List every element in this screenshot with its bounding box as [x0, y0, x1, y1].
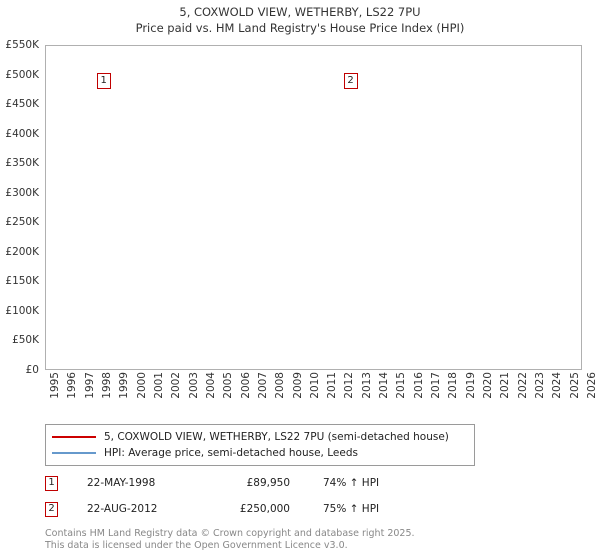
y-axis-tick-label: £500K	[5, 68, 39, 81]
transaction-date-2: 22-AUG-2012	[87, 503, 158, 515]
x-axis-tick-label: 2026	[586, 372, 598, 399]
chart-callout-1: 1	[96, 73, 111, 89]
transaction-price-2: £250,000	[239, 503, 290, 515]
x-axis-tick-label: 2000	[135, 372, 148, 399]
y-axis-labels: £0 £50K £100K £150K £200K £250K £300K £350K £400…	[0, 39, 42, 376]
x-axis-tick-label: 2004	[204, 372, 217, 399]
transaction-hpi-delta-2: 75% ↑ HPI	[323, 503, 380, 515]
footer-line-2: This data is licensed under the Open Gov…	[45, 539, 348, 551]
page-subtitle: Price paid vs. HM Land Registry's House …	[135, 21, 465, 35]
x-axis-tick-label: 2019	[464, 372, 477, 399]
x-axis-tick-label: 2017	[430, 372, 443, 399]
chart-legend: 5, COXWOLD VIEW, WETHERBY, LS22 7PU (sem…	[45, 424, 475, 466]
x-axis-tick-label: 1997	[83, 372, 96, 399]
x-axis-tick-label: 2012	[343, 372, 356, 399]
transaction-hpi-delta-1: 74% ↑ HPI	[323, 477, 380, 489]
x-axis-tick-label: 2014	[378, 372, 391, 399]
transaction-badge-1: 1	[45, 476, 58, 491]
y-axis-tick-label: £200K	[5, 245, 39, 258]
page-title: 5, COXWOLD VIEW, WETHERBY, LS22 7PU	[179, 5, 421, 19]
legend-swatch-price-paid	[52, 436, 96, 438]
legend-label-hpi: HPI: Average price, semi-detached house,…	[104, 447, 358, 459]
y-axis-tick-label: £100K	[5, 304, 39, 317]
x-axis-tick-label: 2015	[395, 372, 408, 399]
x-axis-tick-label: 2001	[152, 372, 165, 399]
x-axis-tick-label: 2005	[222, 372, 235, 399]
x-axis-tick-label: 1995	[49, 372, 61, 399]
transactions-table: 1 22-MAY-1998 £89,950 74% ↑ HPI 2 22-AUG…	[45, 474, 475, 526]
x-axis-tick-label: 1996	[66, 372, 79, 399]
x-axis-tick-label: 2009	[291, 372, 304, 399]
table-row: 1 22-MAY-1998 £89,950 74% ↑ HPI	[45, 474, 475, 500]
x-axis-tick-label: 2011	[326, 372, 339, 399]
x-axis-tick-label: 2013	[360, 372, 373, 399]
legend-label-price-paid: 5, COXWOLD VIEW, WETHERBY, LS22 7PU (sem…	[104, 431, 449, 443]
plot-frame	[45, 45, 582, 370]
y-axis-tick-label: £150K	[5, 275, 39, 288]
x-axis-labels: 1995 1996 1997 1998 1999 2000 2001 2002 2003 2004…	[45, 372, 598, 408]
x-axis-tick-label: 2024	[551, 372, 564, 399]
attribution-footer: Contains HM Land Registry data © Crown c…	[45, 528, 585, 551]
transaction-date-1: 22-MAY-1998	[87, 477, 156, 489]
legend-swatch-hpi	[52, 452, 96, 454]
y-axis-tick-label: £350K	[5, 157, 39, 170]
x-axis-tick-label: 2016	[412, 372, 425, 399]
y-axis-tick-label: £300K	[5, 186, 39, 199]
legend-item-hpi: HPI: Average price, semi-detached house,…	[52, 445, 468, 461]
y-axis-tick-label: £550K	[5, 39, 39, 51]
x-axis-tick-label: 2025	[568, 372, 581, 399]
chart-callout-2: 2	[343, 73, 358, 89]
y-axis-tick-label: £0	[25, 364, 39, 376]
y-axis-tick-label: £450K	[5, 98, 39, 111]
x-axis-tick-label: 2021	[499, 372, 512, 399]
x-axis-tick-label: 2010	[308, 372, 321, 399]
footer-line-1: Contains HM Land Registry data © Crown c…	[45, 528, 415, 539]
y-axis-tick-label: £250K	[5, 216, 39, 229]
x-axis-tick-label: 1998	[100, 372, 113, 399]
table-row: 2 22-AUG-2012 £250,000 75% ↑ HPI	[45, 500, 475, 526]
y-axis-tick-label: £50K	[12, 334, 39, 347]
x-axis-tick-label: 2006	[239, 372, 252, 399]
x-axis-tick-label: 1999	[118, 372, 131, 399]
x-axis-tick-label: 2022	[516, 372, 529, 399]
x-axis-tick-label: 2003	[187, 372, 200, 399]
x-axis-tick-label: 2008	[274, 372, 287, 399]
legend-item-price-paid: 5, COXWOLD VIEW, WETHERBY, LS22 7PU (sem…	[52, 429, 468, 445]
y-axis-tick-label: £400K	[5, 127, 39, 140]
transaction-badge-2: 2	[45, 502, 58, 517]
x-axis-tick-label: 2023	[534, 372, 547, 399]
x-axis-tick-label: 2020	[482, 372, 495, 399]
x-axis-tick-label: 2007	[256, 372, 269, 399]
transaction-price-1: £89,950	[246, 477, 290, 489]
x-axis-tick-label: 2002	[170, 372, 183, 399]
chart-title-block: 5, COXWOLD VIEW, WETHERBY, LS22 7PU Pric…	[0, 4, 600, 36]
x-axis-tick-label: 2018	[447, 372, 460, 399]
